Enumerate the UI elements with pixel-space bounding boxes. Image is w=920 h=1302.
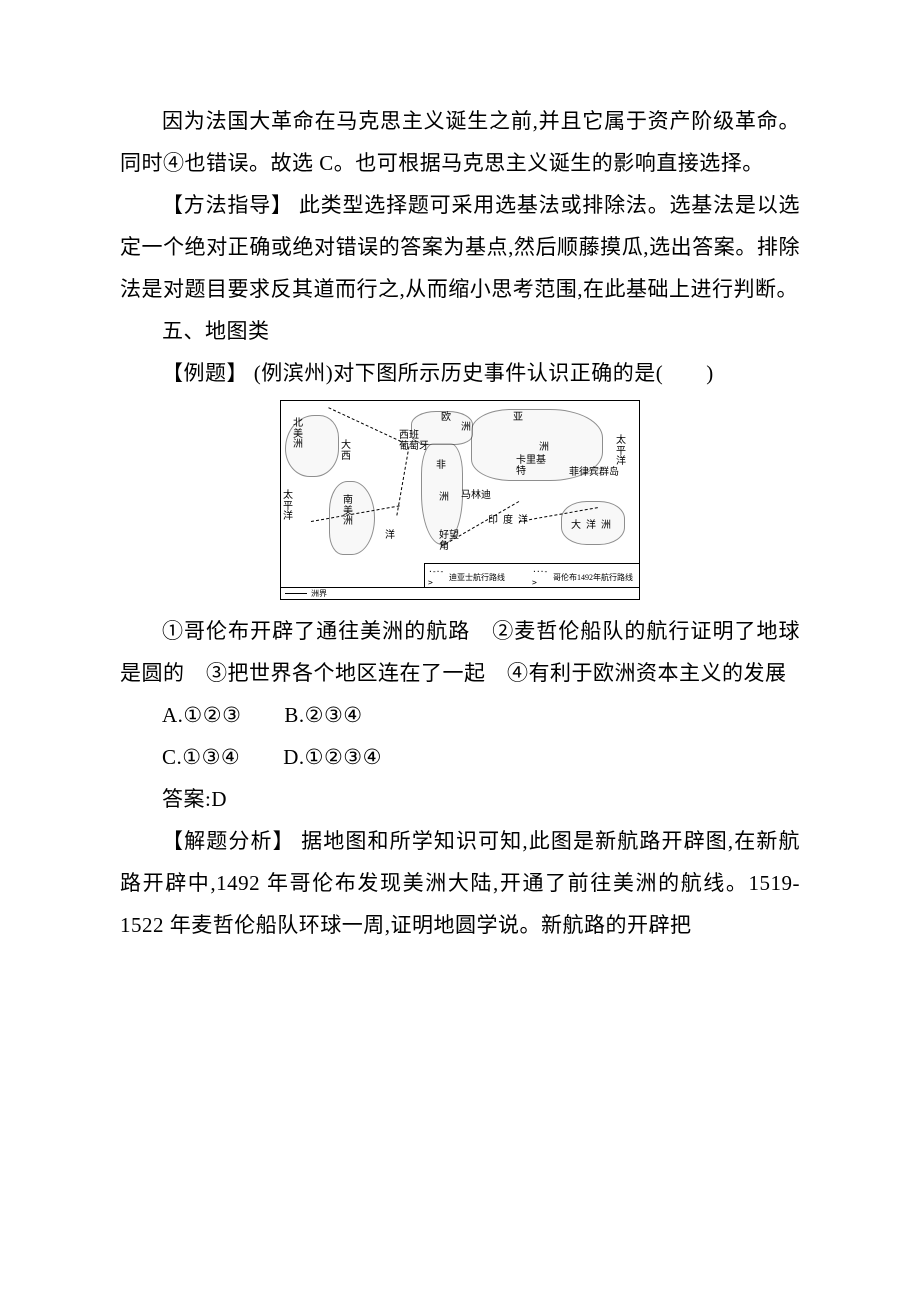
legend-label: 洲界 — [311, 588, 327, 600]
world-map-figure: ·-·->迪亚士航行路线···->哥伦布1492年航行路线---->达·伽马航行… — [280, 400, 640, 600]
map-place-label: 北 美 洲 — [293, 419, 303, 451]
map-place-label: 卡里基 特 — [516, 456, 546, 477]
section-label: 【解题分析】 — [162, 829, 295, 853]
map-place-label: 印 度 洋 — [488, 516, 528, 527]
map-place-label: 好望 角 — [439, 531, 459, 552]
map-legend: ·-·->迪亚士航行路线···->哥伦布1492年航行路线---->达·伽马航行… — [424, 563, 639, 587]
legend-item: ·-·->迪亚士航行路线 — [428, 566, 532, 588]
map-figure-container: ·-·->迪亚士航行路线···->哥伦布1492年航行路线---->达·伽马航行… — [120, 400, 800, 600]
example-question: 【例题】 (例滨州)对下图所示历史事件认识正确的是( ) — [120, 352, 800, 394]
map-place-label: 亚 — [513, 413, 523, 424]
map-place-label: 非 — [436, 461, 446, 472]
map-place-label: 洲 — [539, 443, 549, 454]
section-label: 【方法指导】 — [162, 193, 293, 217]
map-place-label: 太 平 洋 — [616, 436, 626, 468]
answer-choice-row: C.①③④ D.①②③④ — [120, 736, 800, 778]
body-text: (例滨州)对下图所示历史事件认识正确的是( ) — [248, 361, 714, 385]
section-heading: 五、地图类 — [120, 310, 800, 352]
route-line — [328, 407, 401, 442]
analysis-paragraph: 【解题分析】 据地图和所学知识可知,此图是新航路开辟图,在新航路开辟中,1492… — [120, 820, 800, 946]
method-guide-paragraph: 【方法指导】 此类型选择题可采用选基法或排除法。选基法是以选定一个绝对正确或绝对… — [120, 184, 800, 310]
map-place-label: 欧 — [441, 413, 451, 424]
document-page: 因为法国大革命在马克思主义诞生之前,并且它属于资产阶级革命。同时④也错误。故选 … — [0, 0, 920, 1302]
map-place-label: 大 西 — [341, 441, 351, 462]
legend-symbol-icon: ·-·-> — [428, 566, 446, 588]
legend-label: 哥伦布1492年航行路线 — [553, 572, 633, 583]
map-place-label: 西班 葡萄牙 — [399, 431, 429, 452]
legend-symbol-icon: ···-> — [532, 566, 550, 588]
question-options-statements: ①哥伦布开辟了通往美洲的航路 ②麦哲伦船队的航行证明了地球是圆的 ③把世界各个地… — [120, 610, 800, 694]
boundary-line-icon — [285, 593, 307, 594]
map-place-label: 洲 — [439, 493, 449, 504]
map-place-label: 马林迪 — [461, 491, 491, 502]
map-place-label: 太 平 洋 — [283, 491, 293, 523]
map-place-label: 大 洋 洲 — [571, 521, 611, 532]
answer-choice-row: A.①②③ B.②③④ — [120, 694, 800, 736]
legend-item: ···->哥伦布1492年航行路线 — [532, 566, 636, 588]
section-label: 【例题】 — [162, 361, 248, 385]
map-place-label: 南 美 洲 — [343, 496, 353, 528]
answer-line: 答案:D — [120, 778, 800, 820]
map-place-label: 洋 — [385, 531, 395, 542]
body-paragraph: 因为法国大革命在马克思主义诞生之前,并且它属于资产阶级革命。同时④也错误。故选 … — [120, 100, 800, 184]
map-place-label: 菲律宾群岛 — [569, 468, 619, 479]
legend-label: 迪亚士航行路线 — [449, 572, 505, 583]
map-bottom-legend: 洲界 — [281, 587, 640, 599]
map-place-label: 洲 — [461, 423, 471, 434]
